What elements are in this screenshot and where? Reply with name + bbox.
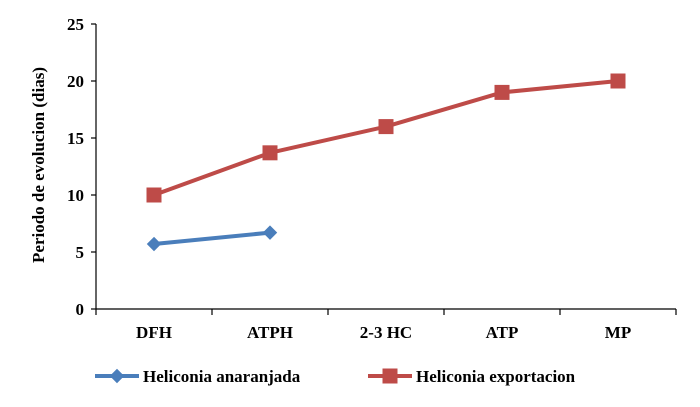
series-line <box>153 230 271 247</box>
axes <box>91 23 677 315</box>
legend-item-1: Heliconia anaranjada <box>95 367 301 386</box>
data-point <box>262 225 278 240</box>
data-point <box>146 236 162 252</box>
x-tick-label: 2-3 HC <box>360 323 412 342</box>
series-2 <box>146 73 626 203</box>
legend-item-2: Heliconia exportacion <box>368 367 576 386</box>
y-axis-label: Periodo de evolucion (dias) <box>29 67 48 263</box>
x-tick-label: ATPH <box>247 323 293 342</box>
y-tick-label: 20 <box>67 72 84 91</box>
series-group <box>146 73 626 252</box>
legend-label: Heliconia anaranjada <box>143 367 301 386</box>
data-point <box>262 145 278 161</box>
x-tick-label: DFH <box>136 323 172 342</box>
y-tick-label: 15 <box>67 129 84 148</box>
data-point <box>378 119 394 135</box>
y-tick-label: 5 <box>76 243 85 262</box>
legend-marker <box>382 368 398 384</box>
legend-label: Heliconia exportacion <box>416 367 576 386</box>
data-point <box>146 187 162 203</box>
data-point <box>610 73 626 89</box>
legend-marker <box>109 368 125 384</box>
series-line <box>153 79 619 197</box>
y-tick-label: 10 <box>67 186 84 205</box>
y-tick-label: 0 <box>76 300 85 319</box>
data-point <box>494 84 510 100</box>
tick-labels: 0 5 10 15 20 25 DFH ATPH 2-3 HC ATP MP <box>67 15 631 342</box>
x-tick-label: MP <box>605 323 631 342</box>
legend: Heliconia anaranjada Heliconia exportacio… <box>95 367 576 386</box>
series-1 <box>146 225 278 252</box>
x-tick-label: ATP <box>486 323 519 342</box>
y-tick-label: 25 <box>67 15 84 34</box>
